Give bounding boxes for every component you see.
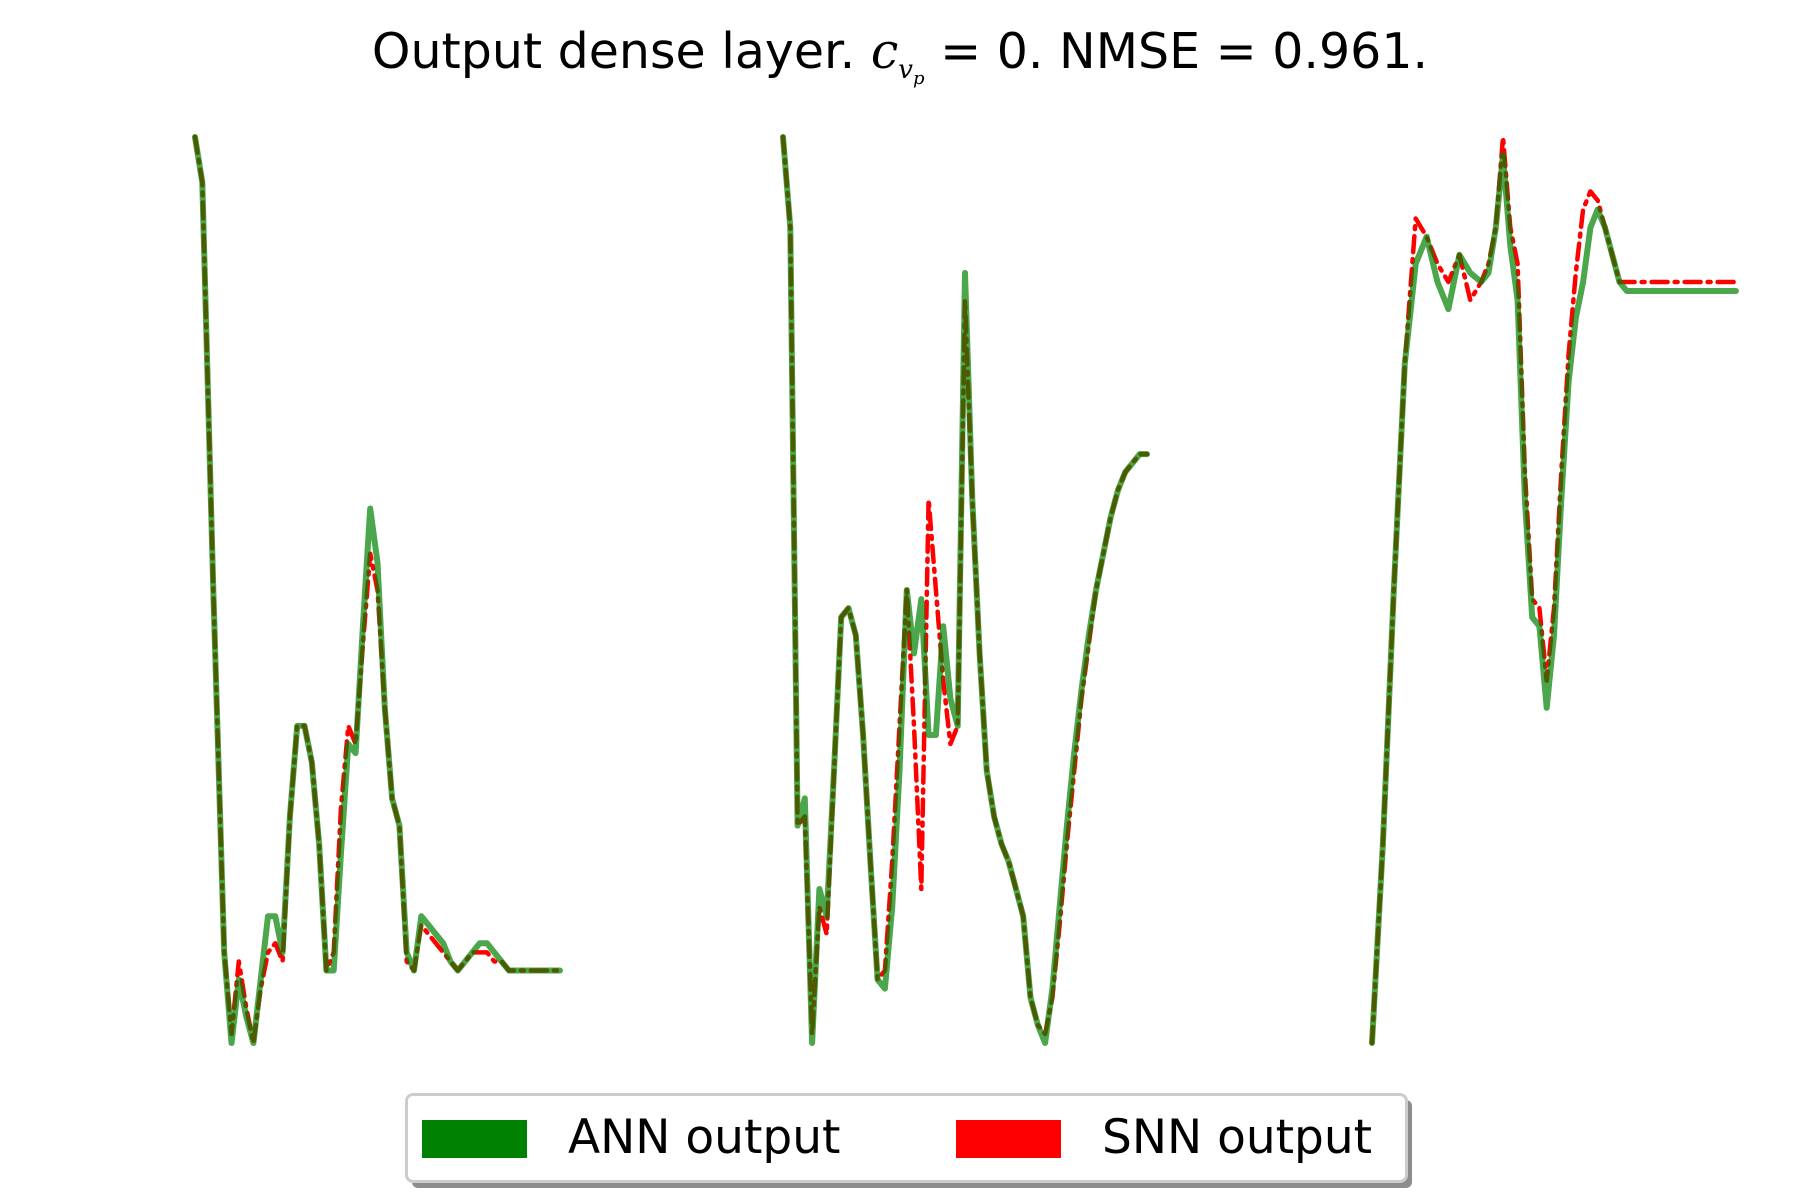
panel-1 (192, 134, 563, 1046)
title-math: cvp (870, 23, 925, 89)
panel-3 (1369, 134, 1739, 1046)
title-math-rest: = 0. (940, 23, 1044, 80)
title-math-sub: vp (898, 55, 924, 89)
legend-swatch-snn (956, 1120, 1061, 1158)
chart-title: Output dense layer. cvp = 0. NMSE = 0.96… (0, 12, 1800, 92)
series-line-ann-panel-1 (192, 134, 563, 1046)
title-math-sub-text: v (898, 55, 913, 85)
series-line-ann-panel-3 (1369, 152, 1739, 1046)
title-prefix: Output dense layer. (371, 23, 856, 80)
title-math-symbol: c (870, 23, 899, 80)
series-line-ann-panel-2 (780, 134, 1150, 1046)
legend-label-snn: SNN output (1102, 1110, 1373, 1165)
panel-2 (780, 134, 1150, 1046)
legend-swatch-ann (422, 1120, 527, 1158)
legend-label-ann: ANN output (568, 1110, 841, 1165)
legend: ANN output SNN output (405, 1093, 1408, 1183)
title-math-subsub: p (912, 68, 925, 89)
title-suffix: NMSE = 0.961. (1059, 23, 1429, 80)
